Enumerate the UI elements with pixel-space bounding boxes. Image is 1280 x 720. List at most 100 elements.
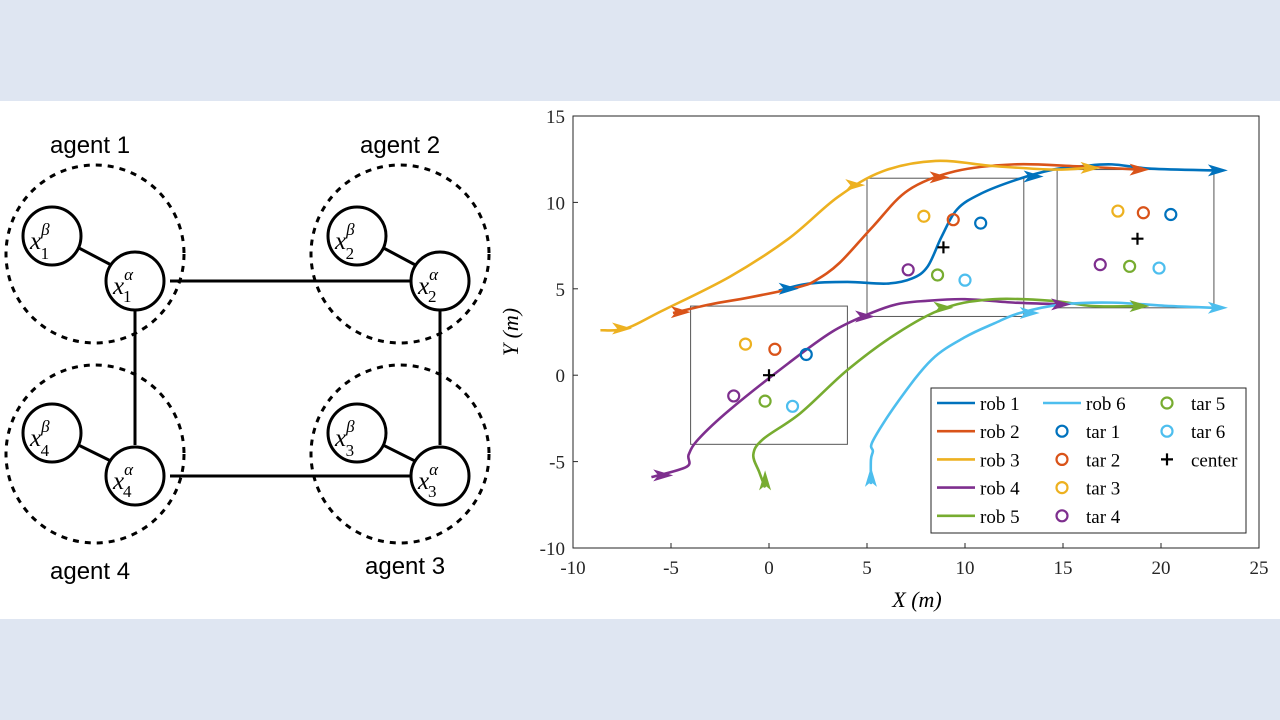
direction-arrow [864, 466, 877, 487]
legend-swatch [1160, 396, 1174, 410]
legend-label: tar 6 [1191, 422, 1225, 443]
direction-arrow [1080, 161, 1101, 174]
legend-swatch [1055, 452, 1069, 466]
target-region-box [690, 305, 848, 445]
node-x3-alpha [409, 445, 471, 507]
x-tick-label: 5 [862, 558, 872, 579]
direction-arrow [653, 469, 674, 482]
agent-4-boundary [4, 363, 186, 545]
x-tick-label: 15 [1054, 558, 1073, 579]
y-tick-label: 0 [556, 366, 566, 387]
agent-1-boundary [4, 163, 186, 345]
x-tick-label: 0 [764, 558, 774, 579]
direction-arrow [1129, 300, 1150, 313]
legend-label: tar 3 [1086, 479, 1120, 500]
y-tick-label: 15 [546, 107, 565, 128]
legend: rob 1 rob 2 rob 3 rob 4 rob 5 rob 6 tar 1 tar 2… [930, 387, 1247, 534]
legend-label: tar 4 [1086, 507, 1121, 528]
agent-1-label: agent 1 [50, 132, 130, 159]
target-marker-tar-6 [1152, 261, 1166, 275]
direction-arrow [1207, 301, 1228, 314]
center-marker [763, 369, 775, 382]
plot-axes-frame [572, 115, 1260, 549]
node-x4-alpha [104, 445, 166, 507]
node-x3-beta-label: xβ 3 [334, 417, 355, 460]
direction-arrow [1051, 298, 1072, 311]
target-marker-tar-1 [974, 216, 988, 230]
y-tick-label: 10 [546, 193, 565, 214]
trajectory-rob-6 [869, 301, 1216, 485]
direction-arrow [845, 179, 866, 192]
y-tick-label: 5 [556, 280, 566, 301]
direction-arrow [1023, 170, 1044, 183]
agent-4-label: agent 4 [50, 558, 130, 585]
legend-label: rob 4 [980, 479, 1020, 500]
agent-2-label: agent 2 [360, 132, 440, 159]
legend-box [930, 387, 1247, 534]
node-x4-alpha-label: xα 4 [112, 460, 134, 501]
direction-arrow [778, 282, 799, 295]
target-marker-tar-1 [1164, 207, 1178, 222]
node-x1-beta-label: xβ 1 [29, 220, 50, 263]
direction-arrow [855, 310, 876, 323]
legend-label: tar 1 [1086, 422, 1120, 443]
legend-label: rob 6 [1086, 394, 1126, 415]
target-marker-tar-2 [768, 342, 782, 356]
node-x2-beta [326, 205, 388, 267]
trajectory-rob-3 [600, 159, 1089, 332]
agent-3-boundary [309, 363, 491, 545]
legend-label: rob 3 [980, 450, 1020, 471]
direction-arrow [1207, 164, 1228, 177]
legend-swatch [1055, 509, 1069, 523]
x-axis-label: X (m) [891, 587, 941, 612]
node-x3-beta [326, 402, 388, 464]
node-x4-beta-label: xβ 4 [29, 417, 50, 460]
direction-arrow [612, 322, 633, 335]
direction-arrow [759, 470, 772, 491]
agent-network-diagram: xβ 1 xα 1 xβ 2 xα 2 xβ 4 xα 4 xβ 3 xα 3 agent 1 … [4, 132, 491, 585]
direction-arrow [670, 306, 691, 319]
direction-arrow [929, 171, 950, 184]
x-tick-label: -5 [663, 558, 679, 579]
target-marker-tar-4 [1093, 258, 1107, 272]
legend-swatch [1055, 481, 1069, 495]
center-marker [1131, 232, 1144, 245]
legend-swatch [1161, 453, 1173, 466]
node-x2-alpha-label: xα 2 [417, 265, 439, 306]
target-marker-tar-2 [946, 213, 960, 227]
direction-arrow [933, 301, 954, 314]
target-marker-tar-4 [727, 389, 741, 403]
node-x1-beta [21, 205, 83, 267]
node-x4-beta [21, 402, 83, 464]
target-marker-tar-1 [799, 347, 813, 362]
target-marker-tar-4 [901, 263, 915, 277]
node-x2-alpha [409, 250, 471, 312]
center-marker [937, 241, 950, 254]
agent-2-boundary [309, 163, 491, 345]
legend-label: rob 2 [980, 422, 1020, 443]
node-x3-alpha-label: xα 3 [417, 460, 439, 501]
target-marker-tar-3 [1111, 204, 1125, 218]
legend-swatch [1160, 424, 1174, 438]
direction-arrow [1019, 306, 1040, 319]
target-marker-tar-6 [785, 399, 800, 413]
agent-3-label: agent 3 [365, 553, 445, 580]
target-marker-tar-6 [958, 273, 972, 287]
legend-label: rob 1 [980, 394, 1020, 415]
y-tick-label: -10 [540, 539, 565, 560]
direction-arrow [1129, 163, 1150, 176]
trajectory-rob-2 [672, 162, 1138, 315]
target-marker-tar-5 [758, 394, 772, 408]
target-marker-tar-3 [917, 209, 931, 223]
x-tick-label: 20 [1152, 558, 1171, 579]
node-x1-alpha [104, 250, 166, 312]
node-x2-beta-label: xβ 2 [334, 220, 355, 263]
trajectory-rob-4 [651, 297, 1064, 479]
x-tick-label: 10 [956, 558, 975, 579]
target-marker-tar-5 [930, 268, 945, 282]
y-tick-label: -5 [549, 453, 565, 474]
x-tick-label: 25 [1250, 558, 1269, 579]
legend-label: tar 5 [1191, 394, 1225, 415]
legend-label: tar 2 [1086, 450, 1120, 471]
